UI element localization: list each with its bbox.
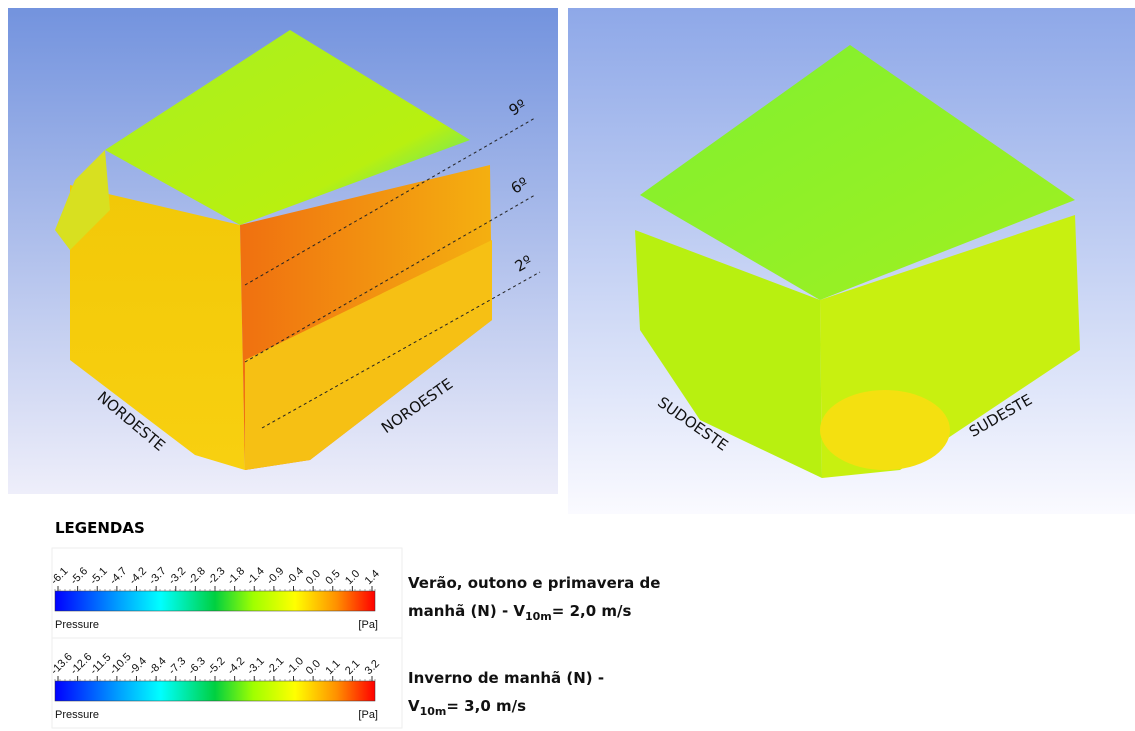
floor-label: 6º	[508, 174, 531, 198]
subscript: 10m	[525, 610, 552, 623]
variable-label: Pressure	[55, 709, 99, 721]
subscript: 10m	[420, 705, 447, 718]
roof	[640, 45, 1075, 300]
colorbar	[54, 680, 376, 702]
step	[55, 150, 110, 250]
caption: Verão, outono e primavera de	[408, 574, 660, 592]
variable-label: Pressure	[55, 619, 99, 631]
caption-text: Inverno de manhã (N) -	[408, 669, 604, 687]
caption-text: V	[408, 697, 420, 715]
legends: -6.1-5.6-5.1-4.7-4.2-3.7-3.2-2.8-2.3-1.8…	[49, 547, 660, 729]
floor-label: 2º	[512, 252, 535, 276]
roof	[105, 30, 470, 225]
floor-lines	[244, 117, 541, 429]
face-lower	[245, 240, 492, 470]
caption: Inverno de manhã (N) -	[408, 669, 604, 687]
unit-label: [Pa]	[358, 709, 378, 721]
caption: V10m= 3,0 m/s	[408, 697, 526, 718]
face-nordeste	[70, 185, 245, 470]
floor-label: 9º	[506, 96, 529, 120]
caption-text: manhã (N) - V	[408, 602, 525, 620]
caption-text: = 2,0 m/s	[552, 602, 632, 620]
legend-heading: LEGENDAS	[55, 519, 145, 537]
caption-text: Verão, outono e primavera de	[408, 574, 660, 592]
unit-label: [Pa]	[358, 619, 378, 631]
colorbar	[54, 590, 376, 612]
caption-text: = 3,0 m/s	[446, 697, 526, 715]
face-sudoeste	[635, 230, 822, 478]
caption: manhã (N) - V10m= 2,0 m/s	[408, 602, 631, 623]
building-right	[635, 45, 1080, 478]
pressure-zone	[820, 390, 950, 470]
building-left	[55, 30, 492, 470]
